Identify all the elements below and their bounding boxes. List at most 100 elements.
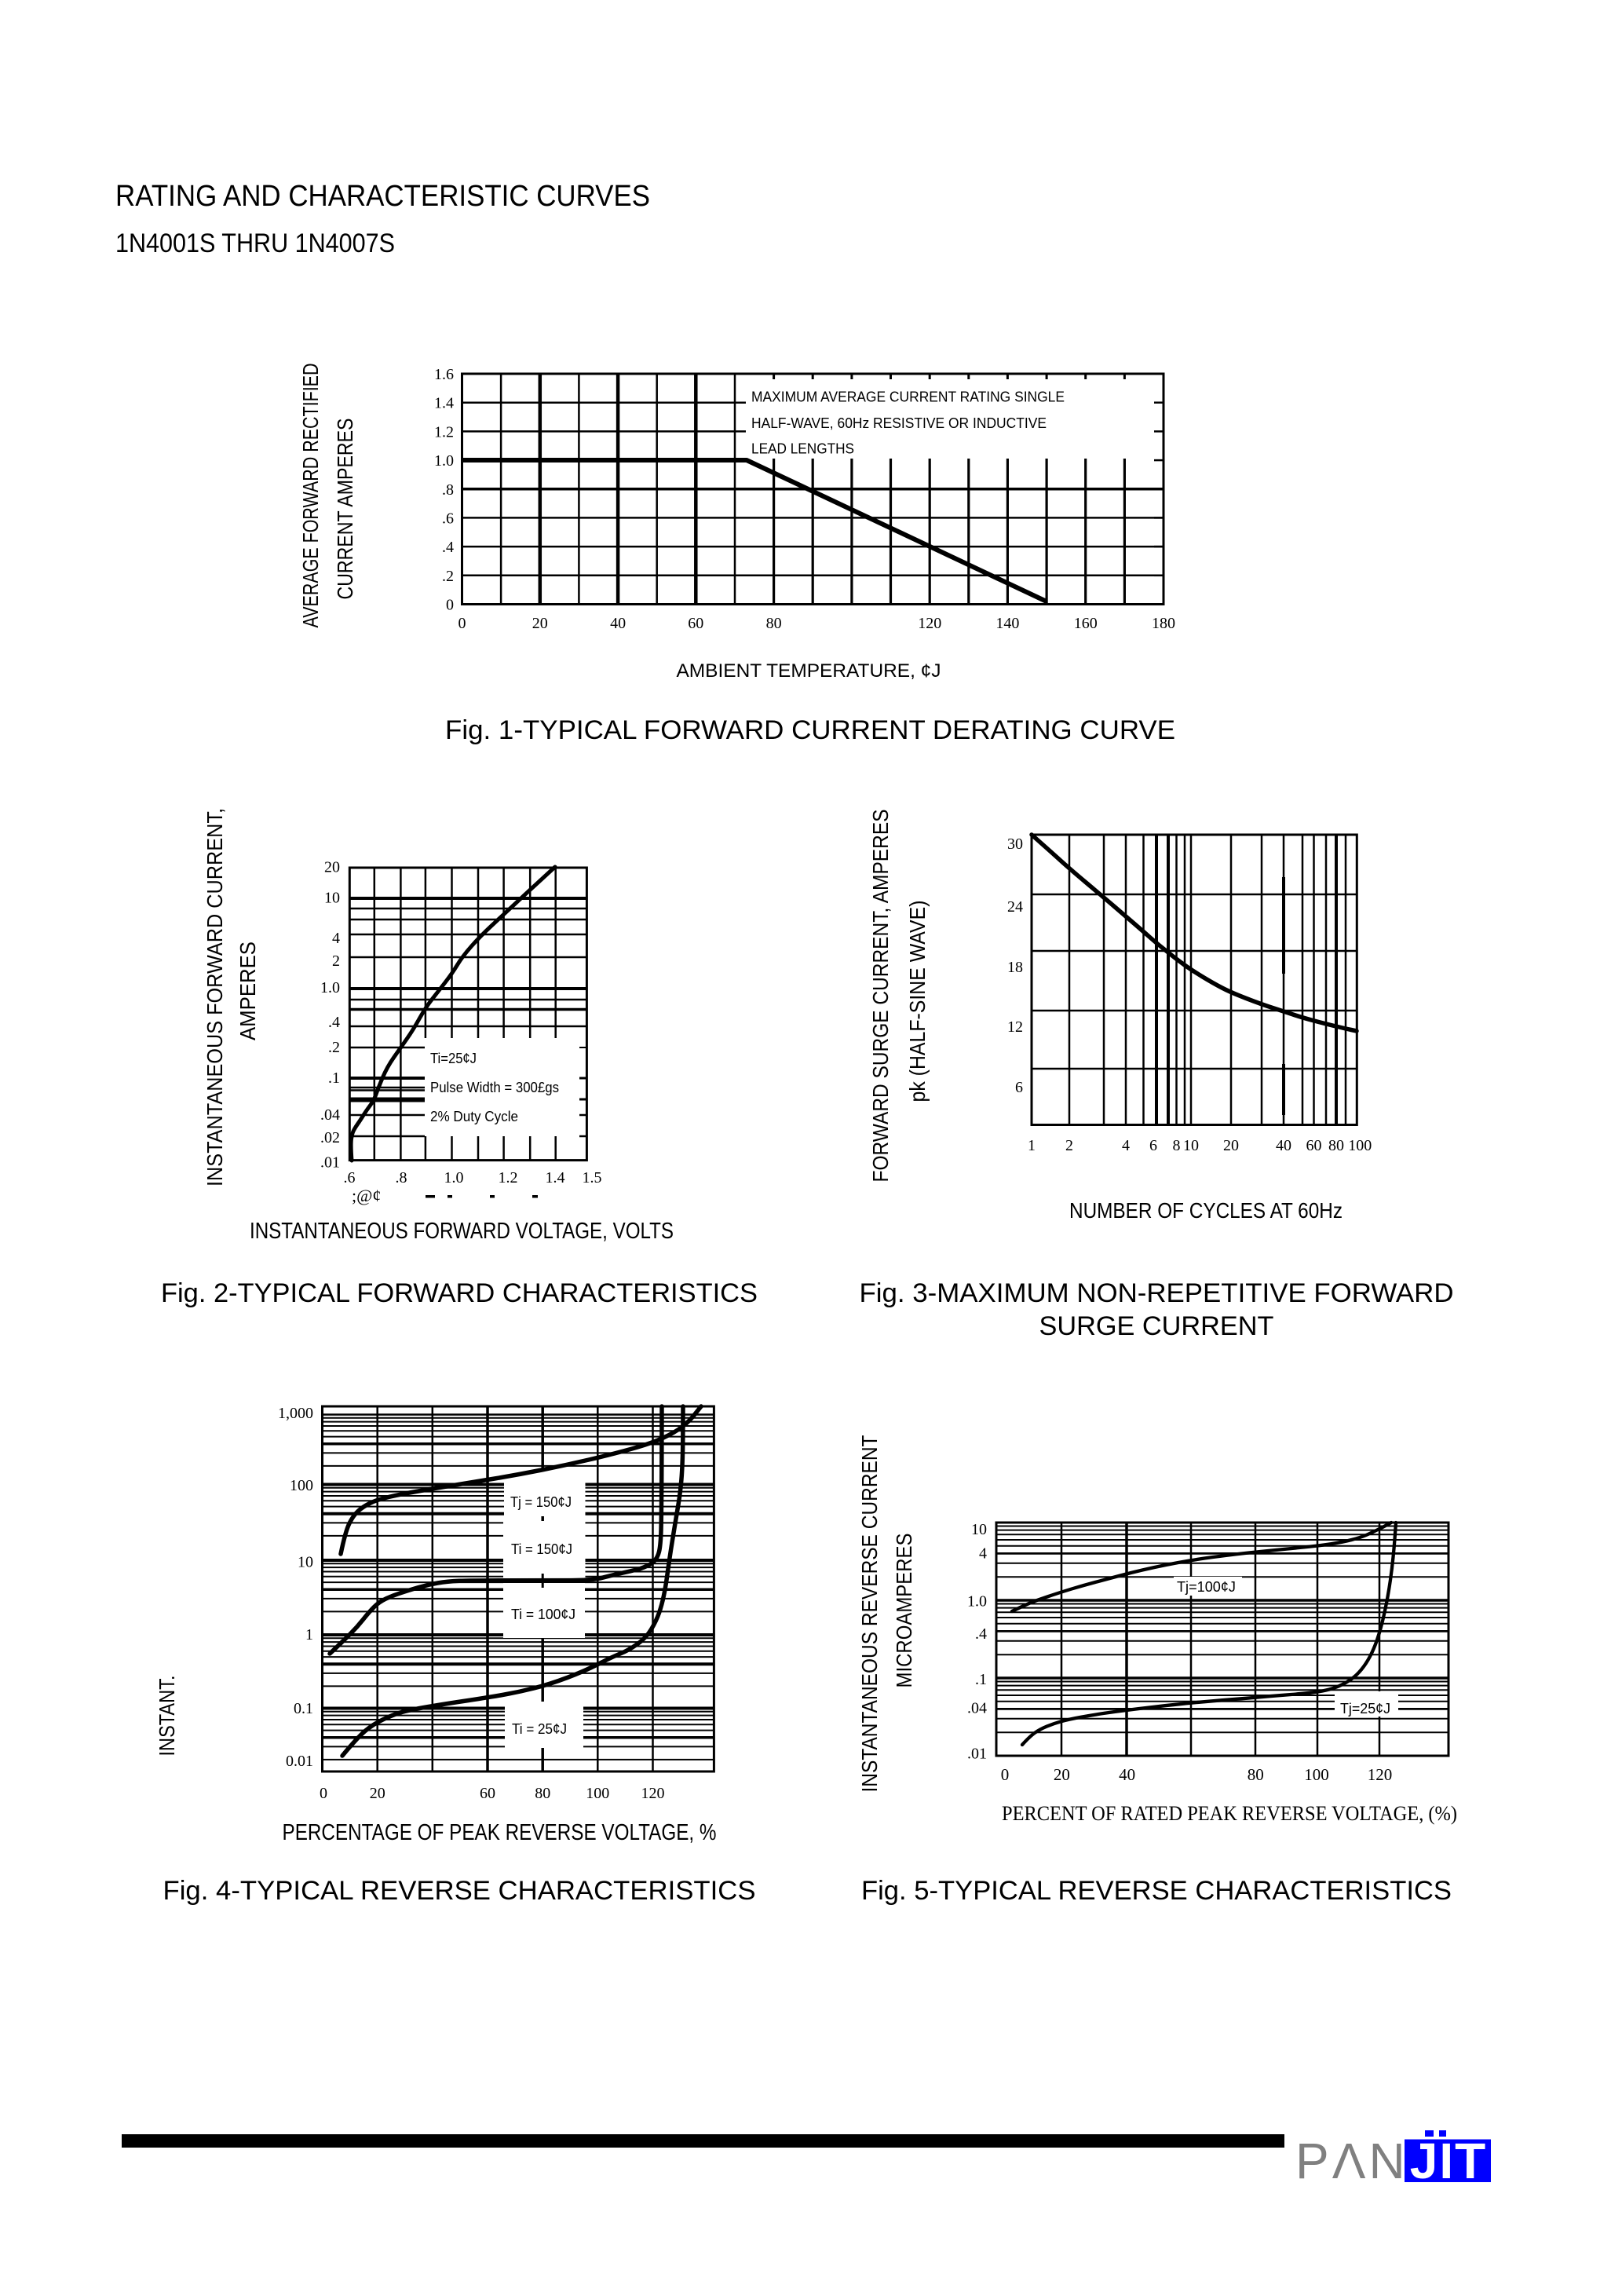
svg-text:PERCENT OF RATED PEAK REVERSE: PERCENT OF RATED PEAK REVERSE VOLTAGE, (… — [1002, 1802, 1457, 1825]
svg-text:.6: .6 — [344, 1169, 356, 1186]
svg-text:1,000: 1,000 — [278, 1405, 313, 1422]
svg-text:2% Duty Cycle: 2% Duty Cycle — [430, 1109, 518, 1124]
svg-text:100: 100 — [1348, 1137, 1372, 1154]
svg-text:1.0: 1.0 — [320, 979, 340, 996]
svg-text:0: 0 — [1001, 1765, 1010, 1784]
svg-text:INSTANTANEOUS FORWARD CURRENT,: INSTANTANEOUS FORWARD CURRENT, — [203, 808, 227, 1186]
svg-text:Pulse Width = 300£gs: Pulse Width = 300£gs — [430, 1080, 559, 1095]
svg-text:RATING AND CHARACTERISTIC CURV: RATING AND CHARACTERISTIC CURVES — [115, 180, 650, 213]
svg-text:INSTANTANEOUS REVERSE CURRENT: INSTANTANEOUS REVERSE CURRENT — [857, 1435, 882, 1793]
svg-text:100: 100 — [586, 1785, 609, 1802]
svg-text:1.0: 1.0 — [444, 1169, 464, 1186]
svg-text:Fig. 5-TYPICAL REVERSE CHARACT: Fig. 5-TYPICAL REVERSE CHARACTERISTICS — [861, 1876, 1452, 1906]
svg-text:40: 40 — [1119, 1765, 1135, 1784]
svg-text:80: 80 — [535, 1785, 550, 1802]
svg-text:Fig. 3-MAXIMUM NON-REPETITIVE: Fig. 3-MAXIMUM NON-REPETITIVE FORWARD — [860, 1278, 1454, 1308]
svg-text:.02: .02 — [320, 1129, 340, 1146]
svg-text:.01: .01 — [967, 1746, 987, 1763]
svg-text:.4: .4 — [975, 1625, 987, 1643]
svg-text:100: 100 — [290, 1477, 313, 1494]
svg-text:SURGE CURRENT: SURGE CURRENT — [1039, 1311, 1274, 1341]
svg-text:6: 6 — [1149, 1137, 1157, 1154]
svg-text:Fig. 2-TYPICAL FORWARD CHARACT: Fig. 2-TYPICAL FORWARD CHARACTERISTICS — [161, 1278, 758, 1308]
svg-text:8: 8 — [1173, 1137, 1181, 1154]
svg-text:Ti = 100¢J: Ti = 100¢J — [511, 1607, 575, 1622]
svg-text:PΛN: PΛN — [1295, 2133, 1408, 2189]
svg-text:40: 40 — [610, 615, 626, 632]
svg-text:160: 160 — [1074, 615, 1098, 632]
svg-text:.4: .4 — [328, 1014, 340, 1031]
svg-text:1.4: 1.4 — [546, 1169, 565, 1186]
svg-text:4: 4 — [332, 930, 340, 947]
svg-text:2: 2 — [1065, 1137, 1073, 1154]
svg-text:100: 100 — [1304, 1765, 1329, 1784]
svg-text:0: 0 — [446, 597, 454, 614]
svg-text:INSTANT.: INSTANT. — [155, 1676, 179, 1757]
svg-text:60: 60 — [480, 1785, 495, 1802]
svg-text:Fig. 4-TYPICAL REVERSE CHARACT: Fig. 4-TYPICAL REVERSE CHARACTERISTICS — [163, 1876, 756, 1906]
svg-text:10: 10 — [1183, 1137, 1199, 1154]
svg-text:.2: .2 — [442, 568, 454, 585]
svg-text:MAXIMUM AVERAGE CURRENT RATING: MAXIMUM AVERAGE CURRENT RATING SINGLE — [751, 389, 1065, 405]
svg-text:.8: .8 — [442, 481, 454, 499]
svg-text:0: 0 — [458, 615, 466, 632]
svg-text:JIT: JIT — [1410, 2133, 1487, 2189]
svg-text:80: 80 — [1248, 1765, 1264, 1784]
svg-text:.1: .1 — [328, 1069, 340, 1087]
svg-text:.04: .04 — [967, 1700, 987, 1717]
svg-text:1: 1 — [305, 1626, 313, 1643]
svg-text:Tj=100¢J: Tj=100¢J — [1177, 1579, 1236, 1595]
svg-text:60: 60 — [1306, 1137, 1322, 1154]
svg-text:AMBIENT TEMPERATURE, ¢J: AMBIENT TEMPERATURE, ¢J — [677, 660, 941, 682]
svg-text:1.6: 1.6 — [434, 366, 454, 383]
svg-text:.2: .2 — [328, 1039, 340, 1056]
svg-text:6: 6 — [1015, 1079, 1023, 1096]
svg-text:INSTANTANEOUS FORWARD VOLTAGE,: INSTANTANEOUS FORWARD VOLTAGE, VOLTS — [250, 1219, 674, 1244]
svg-text:120: 120 — [641, 1785, 665, 1802]
svg-text:10: 10 — [971, 1521, 987, 1538]
svg-text:1: 1 — [1028, 1137, 1036, 1154]
svg-text:12: 12 — [1007, 1018, 1023, 1036]
svg-text:pk (HALF-SINE WAVE): pk (HALF-SINE WAVE) — [905, 901, 930, 1102]
svg-text:20: 20 — [1223, 1137, 1239, 1154]
svg-text:Ti = 150¢J: Ti = 150¢J — [511, 1541, 572, 1557]
svg-text:1.2: 1.2 — [499, 1169, 518, 1186]
svg-text:CURRENT AMPERES: CURRENT AMPERES — [333, 419, 357, 600]
svg-text:4: 4 — [1122, 1137, 1130, 1154]
svg-text:20: 20 — [370, 1785, 385, 1802]
svg-text:1.4: 1.4 — [434, 395, 454, 412]
svg-text:40: 40 — [1276, 1137, 1291, 1154]
svg-text:NUMBER OF CYCLES AT 60Hz: NUMBER OF CYCLES AT 60Hz — [1069, 1198, 1343, 1223]
svg-text:.04: .04 — [320, 1106, 340, 1124]
svg-text:140: 140 — [995, 615, 1019, 632]
svg-text:Tj=25¢J: Tj=25¢J — [1340, 1701, 1390, 1717]
svg-text:20: 20 — [532, 615, 548, 632]
svg-text:30: 30 — [1007, 835, 1023, 853]
svg-text:0.1: 0.1 — [294, 1700, 313, 1717]
svg-text:Fig. 1-TYPICAL FORWARD CURRENT: Fig. 1-TYPICAL FORWARD CURRENT DERATING … — [445, 715, 1175, 745]
svg-text:180: 180 — [1152, 615, 1175, 632]
svg-text:1N4001S THRU 1N4007S: 1N4001S THRU 1N4007S — [115, 229, 395, 258]
svg-text:AVERAGE FORWARD RECTIFIED: AVERAGE FORWARD RECTIFIED — [298, 364, 323, 628]
svg-text:80: 80 — [1328, 1137, 1344, 1154]
svg-text:1.5: 1.5 — [583, 1169, 602, 1186]
svg-text:Ti=25¢J: Ti=25¢J — [430, 1051, 477, 1066]
svg-text:HALF-WAVE, 60Hz RESISTIVE OR I: HALF-WAVE, 60Hz RESISTIVE OR INDUCTIVE — [751, 415, 1047, 431]
svg-text:LEAD LENGTHS: LEAD LENGTHS — [751, 441, 854, 457]
svg-text:.4: .4 — [442, 539, 454, 556]
svg-text:AMPERES: AMPERES — [236, 941, 260, 1040]
svg-text:.8: .8 — [396, 1169, 407, 1186]
svg-text:20: 20 — [324, 858, 340, 876]
svg-text:60: 60 — [688, 615, 703, 632]
svg-text:0: 0 — [320, 1785, 327, 1802]
svg-text:1.2: 1.2 — [434, 423, 454, 441]
svg-text:2: 2 — [332, 952, 340, 970]
svg-text:80: 80 — [766, 615, 782, 632]
svg-text:4: 4 — [979, 1545, 987, 1563]
svg-text:1.0: 1.0 — [967, 1593, 987, 1610]
svg-text:20: 20 — [1054, 1765, 1070, 1784]
svg-text:Ti = 25¢J: Ti = 25¢J — [512, 1721, 567, 1737]
svg-text:18: 18 — [1007, 959, 1023, 976]
svg-text:120: 120 — [1368, 1765, 1393, 1784]
svg-text:.1: .1 — [975, 1671, 987, 1688]
